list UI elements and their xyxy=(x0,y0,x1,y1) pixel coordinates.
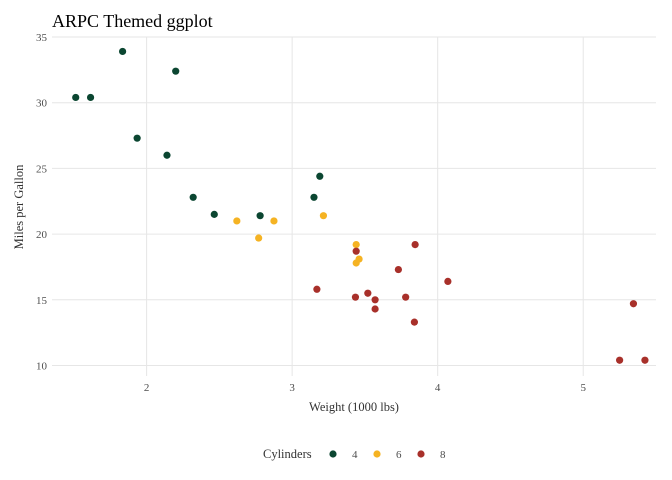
chart-title: ARPC Themed ggplot xyxy=(52,11,213,31)
y-tick-label: 10 xyxy=(36,360,48,372)
x-tick-label: 4 xyxy=(435,382,441,394)
data-point-cyl-4 xyxy=(189,193,197,201)
data-point-cyl-6 xyxy=(270,217,278,225)
y-tick-label: 35 xyxy=(36,32,48,44)
y-axis-title: Miles per Gallon xyxy=(12,164,26,249)
legend-key-8 xyxy=(417,450,425,458)
data-point-cyl-8 xyxy=(444,277,452,285)
data-point-cyl-4 xyxy=(172,67,180,75)
y-tick-label: 25 xyxy=(36,163,48,175)
data-point-cyl-8 xyxy=(394,265,402,274)
data-point-cyl-6 xyxy=(352,241,360,249)
data-point-cyl-4 xyxy=(210,210,218,218)
data-point-cyl-8 xyxy=(351,293,360,301)
data-points xyxy=(72,47,649,364)
legend: Cylinders 4 6 8 xyxy=(263,447,446,461)
x-tick-label: 5 xyxy=(580,382,586,394)
data-point-cyl-8 xyxy=(411,241,419,249)
data-point-cyl-4 xyxy=(118,47,127,56)
data-point-cyl-8 xyxy=(371,296,379,304)
x-tick-label: 3 xyxy=(289,382,295,394)
x-tick-label: 2 xyxy=(144,382,150,394)
data-point-cyl-4 xyxy=(133,134,141,142)
data-point-cyl-6 xyxy=(319,212,328,220)
x-axis-title: Weight (1000 lbs) xyxy=(309,400,399,414)
legend-key-6 xyxy=(373,450,381,458)
data-point-cyl-4 xyxy=(256,212,264,220)
legend-key-4 xyxy=(329,450,337,458)
y-tick-label: 20 xyxy=(36,229,48,241)
data-point-cyl-4 xyxy=(310,193,318,201)
legend-title: Cylinders xyxy=(263,447,312,461)
data-point-cyl-8 xyxy=(364,289,372,297)
data-point-cyl-6 xyxy=(255,234,263,242)
data-point-cyl-4 xyxy=(316,172,324,180)
data-point-cyl-6 xyxy=(352,259,360,267)
legend-label-4: 4 xyxy=(352,449,358,461)
y-tick-label: 15 xyxy=(36,295,48,307)
data-point-cyl-4 xyxy=(86,93,95,102)
data-point-cyl-4 xyxy=(72,93,80,102)
data-point-cyl-8 xyxy=(629,300,638,308)
legend-label-8: 8 xyxy=(440,449,446,461)
data-point-cyl-8 xyxy=(402,293,410,301)
tick-labels: 2 3 4 5 10 15 20 25 30 35 xyxy=(36,32,586,394)
data-point-cyl-8 xyxy=(352,247,360,255)
y-tick-label: 30 xyxy=(36,98,48,110)
grid xyxy=(52,36,656,376)
data-point-cyl-8 xyxy=(371,305,379,313)
data-point-cyl-6 xyxy=(233,217,241,225)
legend-label-6: 6 xyxy=(396,449,402,461)
data-point-cyl-4 xyxy=(163,151,171,159)
data-point-cyl-8 xyxy=(313,285,321,293)
data-point-cyl-8 xyxy=(641,356,649,364)
data-point-cyl-8 xyxy=(410,318,418,326)
data-point-cyl-8 xyxy=(616,356,624,364)
